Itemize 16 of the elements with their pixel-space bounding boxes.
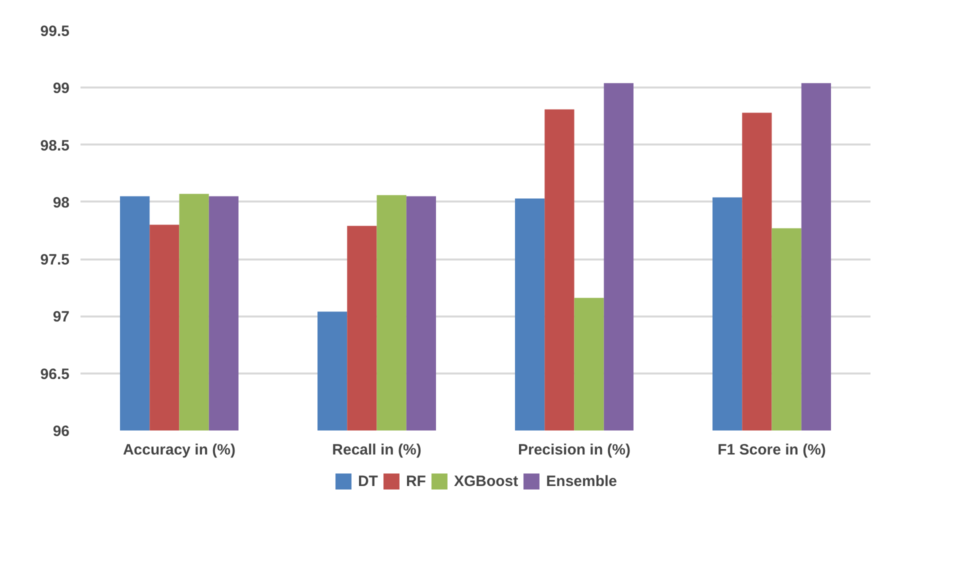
y-tick-label: 98 <box>52 194 70 212</box>
y-tick-label: 96 <box>52 423 70 440</box>
legend-label: DT <box>358 472 378 490</box>
y-tick-label: 97.5 <box>40 252 70 269</box>
y-tick-label: 99 <box>52 80 70 98</box>
legend-label: RF <box>406 472 426 490</box>
y-tick-label: 97 <box>52 308 70 326</box>
x-tick-label: Recall in (%) <box>332 442 422 458</box>
x-tick-label: F1 Score in (%) <box>718 442 826 458</box>
y-tick-label: 96.5 <box>40 366 70 383</box>
x-tick-label: Precision in (%) <box>518 442 631 458</box>
y-tick-label: 98.5 <box>40 137 70 154</box>
x-tick-label: Accuracy in (%) <box>122 442 236 458</box>
legend-label: Ensemble <box>546 472 618 490</box>
y-tick-label: 99.5 <box>40 23 70 40</box>
legend-label: XGBoost <box>454 472 518 490</box>
